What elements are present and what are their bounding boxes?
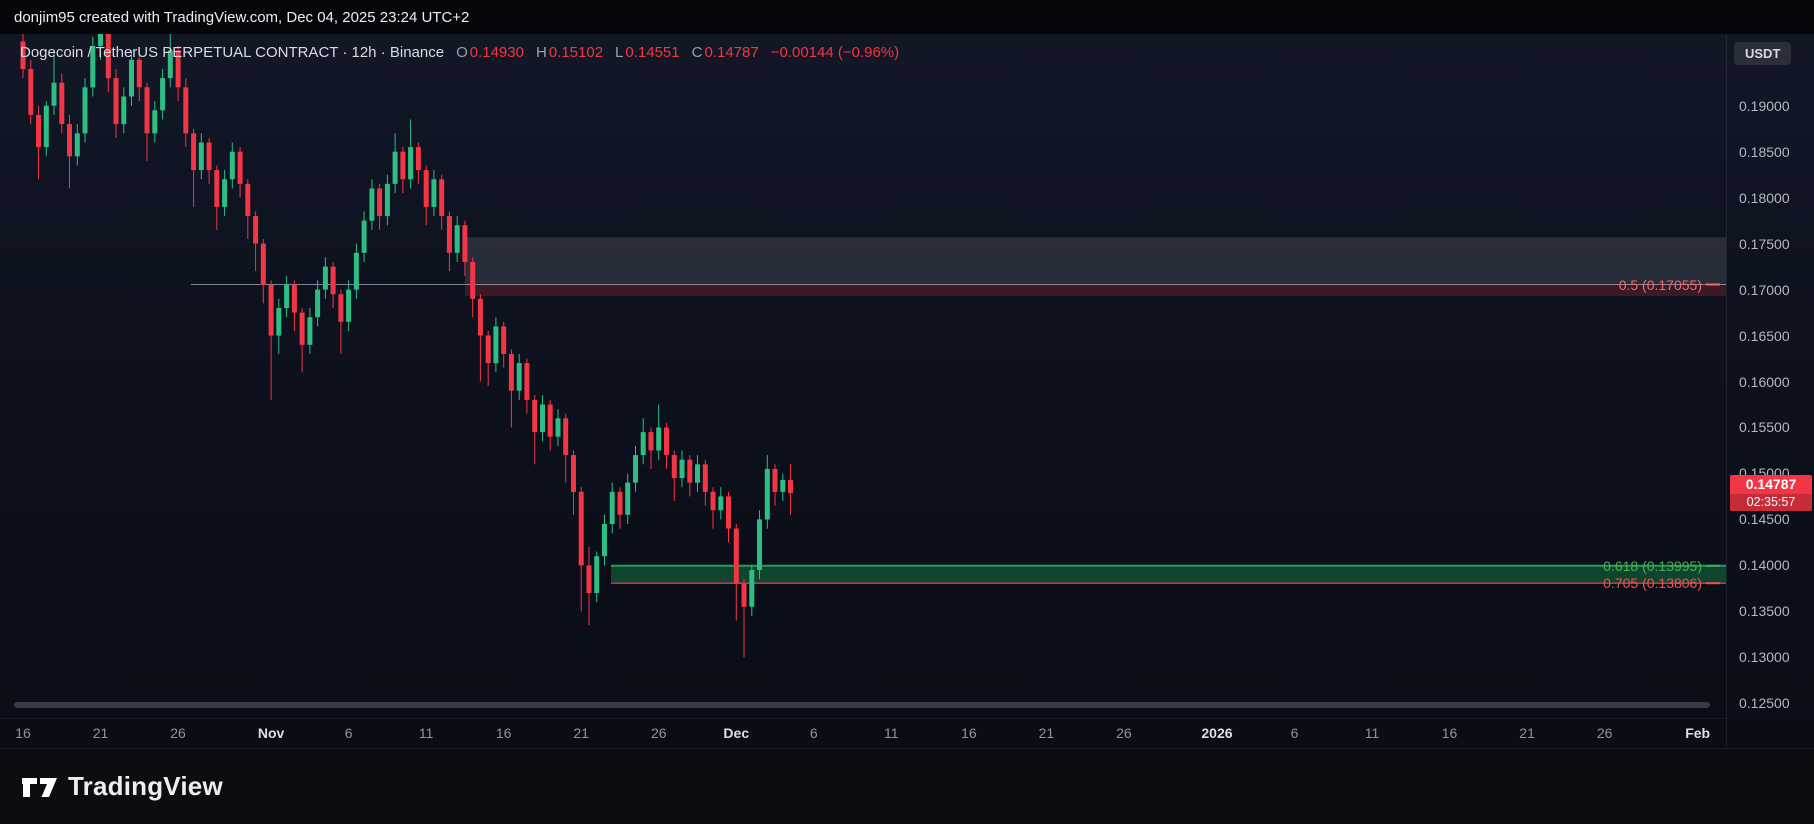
tradingview-logo-icon bbox=[22, 777, 57, 797]
supply-zone-box[interactable] bbox=[465, 237, 1726, 284]
fib-level-label[interactable]: 0.5 (0.17055) bbox=[1618, 276, 1702, 293]
price-axis[interactable]: USDT 0.19000 0.18500 0.18000 0.17500 0.17000… bbox=[1726, 34, 1814, 748]
candlestick-plot[interactable] bbox=[0, 34, 1726, 718]
candlestick-series bbox=[20, 34, 793, 658]
time-tick-label: 21 bbox=[1519, 725, 1535, 741]
tradingview-logo[interactable]: TradingView bbox=[22, 770, 223, 804]
time-tick-label: 21 bbox=[92, 725, 109, 741]
symbol-title[interactable]: Dogecoin / TetherUS PERPETUAL CONTRACT ·… bbox=[20, 44, 445, 61]
time-tick-label: 21 bbox=[573, 725, 589, 741]
time-tick-label: 2026 bbox=[1201, 725, 1233, 741]
tradingview-logo-text: TradingView bbox=[68, 771, 223, 801]
last-price-badge: 0.14787 02:35:57 bbox=[1730, 475, 1812, 512]
price-tick-label: 0.15500 bbox=[1739, 419, 1790, 436]
attribution-bar: donjim95 created with TradingView.com, D… bbox=[0, 0, 1814, 34]
time-tick-label: 16 bbox=[961, 725, 977, 741]
time-tick-label: 6 bbox=[344, 725, 353, 741]
price-tick-label: 0.14500 bbox=[1739, 511, 1790, 528]
currency-toggle-button[interactable]: USDT bbox=[1734, 42, 1792, 65]
time-tick-label: 26 bbox=[170, 725, 186, 741]
price-tick-label: 0.17000 bbox=[1739, 281, 1790, 298]
price-tick-label: 0.14000 bbox=[1739, 557, 1790, 574]
low-value: 0.14551 bbox=[625, 44, 680, 61]
time-tick-label: 11 bbox=[1364, 725, 1380, 741]
close-value: 0.14787 bbox=[704, 44, 759, 61]
price-tick-label: 0.19000 bbox=[1739, 97, 1790, 114]
time-tick-label: 16 bbox=[1441, 725, 1458, 741]
price-tick-label: 0.16000 bbox=[1739, 373, 1790, 390]
time-tick-label: 26 bbox=[1116, 725, 1132, 741]
chart-area[interactable]: Dogecoin / TetherUS PERPETUAL CONTRACT ·… bbox=[0, 34, 1814, 748]
low-label: L bbox=[615, 44, 624, 61]
price-tick-label: 0.13000 bbox=[1739, 649, 1790, 666]
high-label: H bbox=[535, 44, 547, 61]
price-tick-label: 0.16500 bbox=[1739, 327, 1790, 344]
change-value: −0.00144 (−0.96%) bbox=[770, 44, 900, 61]
price-tick-label: 0.12500 bbox=[1739, 695, 1790, 712]
timeline-scrollbar[interactable] bbox=[14, 702, 1710, 708]
high-value: 0.15102 bbox=[548, 44, 604, 61]
chart-legend: Dogecoin / TetherUS PERPETUAL CONTRACT ·… bbox=[20, 44, 899, 61]
time-axis[interactable]: 16 21 26 Nov 6 11 16 21 26 Dec 6 11 16 21 26 2026 6 11 16 2… bbox=[0, 718, 1726, 749]
open-label: O bbox=[456, 44, 468, 61]
bar-countdown: 02:35:57 bbox=[1730, 494, 1812, 512]
fib-level-label[interactable]: 0.705 (0.13806) bbox=[1603, 575, 1702, 592]
fib-0500-band[interactable] bbox=[465, 283, 1726, 296]
last-price-value: 0.14787 bbox=[1745, 476, 1797, 493]
time-tick-label: 11 bbox=[418, 725, 434, 741]
footer-bar: TradingView bbox=[0, 748, 1814, 824]
time-tick-label: 16 bbox=[495, 725, 512, 741]
fib-0618-zone[interactable] bbox=[611, 565, 1726, 584]
time-tick-label: 21 bbox=[1038, 725, 1055, 741]
open-value: 0.14930 bbox=[469, 44, 524, 61]
price-tick-label: 0.17500 bbox=[1739, 235, 1790, 252]
attribution-text: donjim95 created with TradingView.com, D… bbox=[14, 8, 470, 26]
time-tick-label: Dec bbox=[723, 725, 750, 741]
time-tick-label: 11 bbox=[884, 725, 899, 741]
close-label: C bbox=[691, 44, 703, 61]
price-tick-label: 0.18000 bbox=[1739, 189, 1790, 206]
time-tick-label: Feb bbox=[1685, 725, 1711, 741]
time-tick-label: 26 bbox=[1596, 725, 1613, 741]
time-tick-label: 6 bbox=[1290, 725, 1299, 741]
price-tick-label: 0.13500 bbox=[1739, 603, 1790, 620]
fib-level-label[interactable]: 0.618 (0.13995) bbox=[1603, 557, 1702, 574]
time-tick-label: Nov bbox=[257, 725, 285, 741]
time-tick-label: 26 bbox=[650, 725, 667, 741]
time-tick-label: 6 bbox=[809, 725, 818, 741]
price-tick-label: 0.18500 bbox=[1739, 143, 1790, 160]
time-tick-label: 16 bbox=[15, 725, 31, 741]
